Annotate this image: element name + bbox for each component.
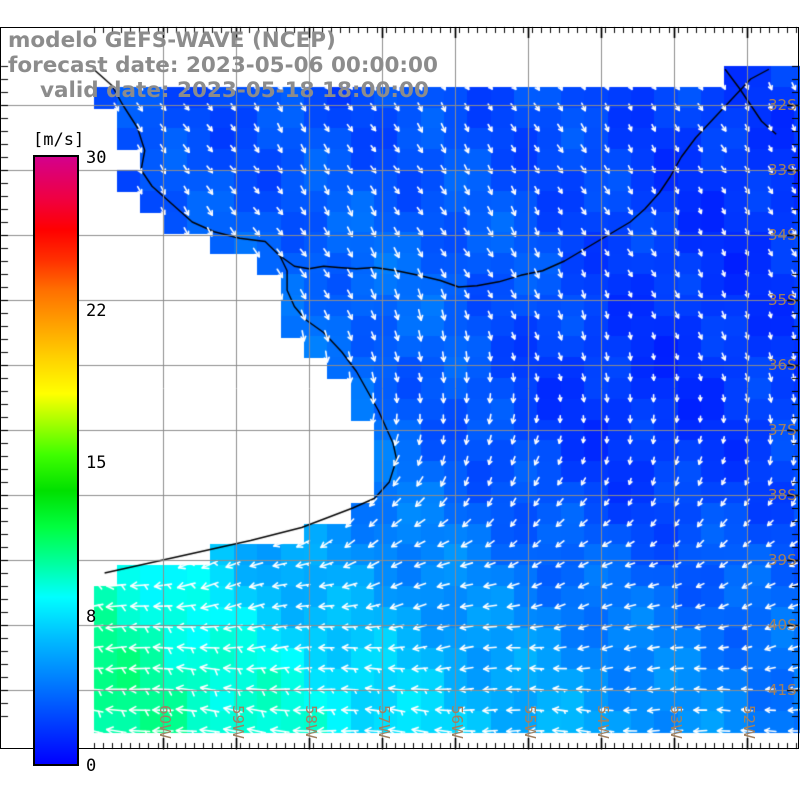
map-plot-area[interactable] <box>0 27 800 750</box>
colorbar-unit-label: [m/s] <box>33 130 85 150</box>
colorbar-tick-15: 15 <box>86 453 107 473</box>
colorbar-tick-22: 22 <box>86 301 107 321</box>
colorbar-tick-0: 0 <box>86 756 97 776</box>
colorbar[interactable] <box>33 155 79 766</box>
lat-lon-gridlines-layer <box>0 27 800 750</box>
colorbar-tick-30: 30 <box>86 148 107 168</box>
colorbar-tick-8: 8 <box>86 607 97 627</box>
colorbar-gradient <box>33 155 79 766</box>
